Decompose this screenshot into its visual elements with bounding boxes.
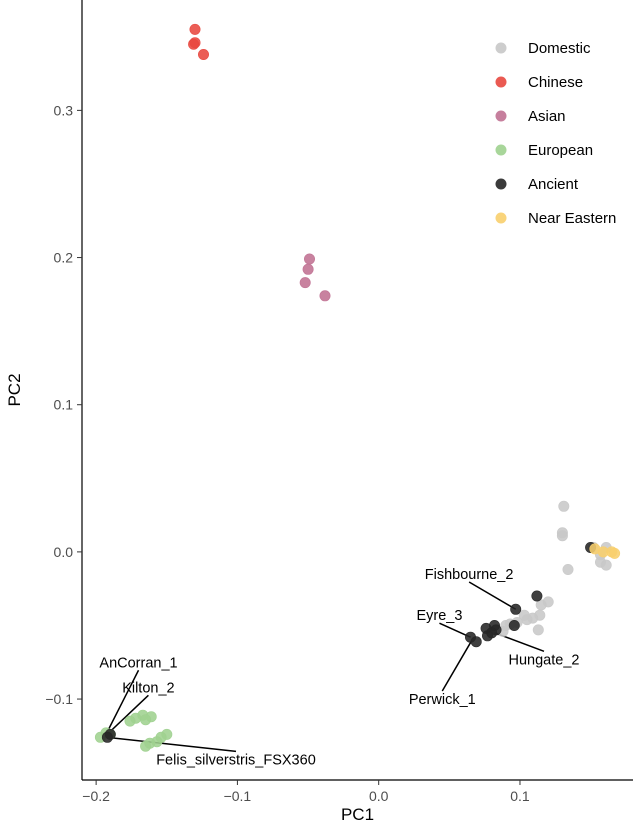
data-point [562, 563, 574, 575]
data-point [600, 559, 612, 571]
y-tick-label: 0.1 [54, 397, 74, 413]
data-point [508, 619, 520, 631]
series-chinese [188, 23, 210, 60]
legend-label: Domestic [528, 40, 591, 57]
legend-swatch [495, 178, 507, 190]
legend-swatch [495, 110, 507, 122]
legend-label: Near Eastern [528, 210, 616, 227]
y-axis-title: PC2 [5, 373, 24, 406]
data-point [556, 530, 568, 542]
data-point [188, 38, 200, 50]
data-point [490, 624, 502, 636]
legend-swatch [495, 212, 507, 224]
x-tick-label: −0.1 [224, 788, 252, 804]
data-points [94, 23, 621, 752]
annotation-leader-line [107, 736, 237, 753]
data-point [319, 290, 331, 302]
data-point [303, 253, 315, 265]
annotation-label: Eyre_3 [416, 608, 462, 624]
annotation-leader-line [105, 669, 140, 735]
data-point [299, 277, 311, 289]
y-tick-label: 0.3 [54, 102, 74, 118]
axes: −0.2 −0.1 0.0 0.1 −0.1 0.0 0.1 0.2 0.3 [45, 0, 633, 804]
data-point [302, 263, 314, 275]
annotation-label: Felis_silverstris_FSX360 [156, 752, 316, 768]
series-ancient [101, 541, 597, 743]
legend-swatch [495, 76, 507, 88]
data-point [531, 590, 543, 602]
data-point [140, 714, 152, 726]
y-tick-label: −0.1 [45, 691, 73, 707]
data-point [558, 500, 570, 512]
annotation-label: AnCorran_1 [99, 655, 177, 671]
data-point [481, 630, 493, 642]
series-near-eastern [589, 543, 621, 559]
data-point [470, 636, 482, 648]
data-point [198, 48, 210, 60]
legend-label: Ancient [528, 176, 579, 193]
x-tick-label: 0.1 [510, 788, 530, 804]
annotation-label: Hungate_2 [509, 652, 580, 668]
legend-label: Asian [528, 108, 566, 125]
annotation-label: Perwick_1 [409, 692, 476, 708]
legend-swatch [495, 42, 507, 54]
data-point [510, 603, 522, 615]
data-point [532, 624, 544, 636]
series-asian [299, 253, 331, 302]
y-tick-label: 0.2 [54, 250, 74, 266]
annotation-labels: AnCorran_1 Kilton_2 Felis_silverstris_FSX3… [99, 567, 579, 768]
data-point [518, 609, 530, 621]
annotation-leader-lines [105, 581, 545, 753]
annotation-leader-line [109, 694, 149, 732]
y-tick-label: 0.0 [54, 544, 74, 560]
legend-label: European [528, 142, 593, 159]
annotation-leader-line [468, 581, 517, 610]
annotation-leader-line [439, 622, 471, 638]
x-tick-label: 0.0 [369, 788, 389, 804]
data-point [101, 731, 113, 743]
legend-swatch [495, 144, 507, 156]
data-point [189, 23, 201, 35]
data-point [609, 547, 621, 559]
annotation-leader-line [441, 639, 473, 692]
legend-label: Chinese [528, 74, 583, 91]
annotation-label: Kilton_2 [122, 680, 174, 696]
annotation-label: Fishbourne_2 [425, 567, 514, 583]
data-point [124, 715, 136, 727]
data-point [140, 740, 152, 752]
legend: Domestic Chinese Asian European Ancient Near … [495, 40, 616, 227]
x-tick-label: −0.2 [82, 788, 110, 804]
x-axis-title: PC1 [341, 805, 374, 824]
